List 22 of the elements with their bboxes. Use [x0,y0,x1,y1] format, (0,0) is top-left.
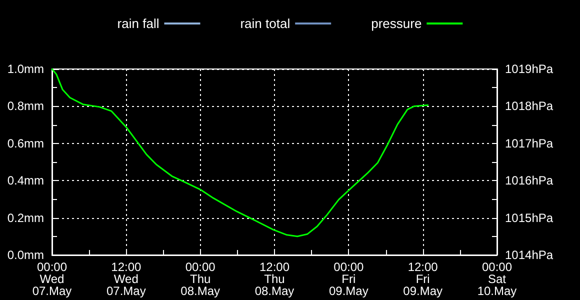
x-tick-label: 12:00 Thu 08.May [254,260,294,298]
y2-tick-label: 1015hPa [505,210,554,225]
legend-label: rain total [240,16,290,31]
y-tick-label: 0.0mm [7,248,44,262]
x-tick-label: 00:00 Sat 10.May [477,260,517,298]
y2-tick-label: 1016hPa [505,174,554,188]
y2-tick-label: 1014hPa [505,248,554,262]
y-tick-label: 0.2mm [7,210,44,225]
y-tick-label: 1.0mm [7,62,44,76]
x-tick-label: 12:00 Fri 09.May [403,260,443,298]
y-tick-label: 0.4mm [7,174,44,188]
y2-tick-label: 1019hPa [505,62,554,76]
y2-tick-label: 1018hPa [505,99,554,114]
y2-tick-label: 1017hPa [505,136,554,150]
x-tick-label: 00:00 Thu 08.May [180,260,220,298]
x-tick-label: 00:00 Fri 09.May [328,260,368,298]
x-tick-label: 00:00 Wed 07.May [32,260,72,298]
y-tick-label: 0.8mm [7,99,44,114]
legend-label: pressure [371,16,422,31]
y-tick-label: 0.6mm [7,136,44,150]
x-tick-label: 12:00 Wed 07.May [106,260,146,298]
legend-label: rain fall [117,16,160,31]
